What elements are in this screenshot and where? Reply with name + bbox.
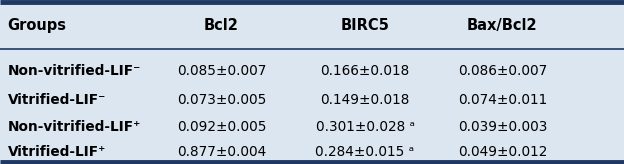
Text: BIRC5: BIRC5 bbox=[341, 18, 389, 33]
Text: 0.086±0.007: 0.086±0.007 bbox=[457, 64, 547, 78]
Text: 0.301±0.028 ᵃ: 0.301±0.028 ᵃ bbox=[316, 120, 414, 134]
Text: 0.284±0.015 ᵃ: 0.284±0.015 ᵃ bbox=[316, 145, 414, 159]
Text: 0.166±0.018: 0.166±0.018 bbox=[320, 64, 410, 78]
Text: 0.877±0.004: 0.877±0.004 bbox=[177, 145, 266, 159]
Text: Vitrified-LIF⁻: Vitrified-LIF⁻ bbox=[7, 93, 106, 107]
Text: Groups: Groups bbox=[7, 18, 67, 33]
Text: Bax/Bcl2: Bax/Bcl2 bbox=[467, 18, 538, 33]
Text: 0.073±0.005: 0.073±0.005 bbox=[177, 93, 266, 107]
Text: Bcl2: Bcl2 bbox=[204, 18, 239, 33]
Text: 0.085±0.007: 0.085±0.007 bbox=[177, 64, 266, 78]
Text: Vitrified-LIF⁺: Vitrified-LIF⁺ bbox=[7, 145, 106, 159]
Text: 0.074±0.011: 0.074±0.011 bbox=[457, 93, 547, 107]
Text: 0.092±0.005: 0.092±0.005 bbox=[177, 120, 266, 134]
Text: 0.039±0.003: 0.039±0.003 bbox=[457, 120, 547, 134]
Text: 0.149±0.018: 0.149±0.018 bbox=[320, 93, 410, 107]
Text: 0.049±0.012: 0.049±0.012 bbox=[457, 145, 547, 159]
Text: Non-vitrified-LIF⁺: Non-vitrified-LIF⁺ bbox=[7, 120, 141, 134]
Text: Non-vitrified-LIF⁻: Non-vitrified-LIF⁻ bbox=[7, 64, 141, 78]
